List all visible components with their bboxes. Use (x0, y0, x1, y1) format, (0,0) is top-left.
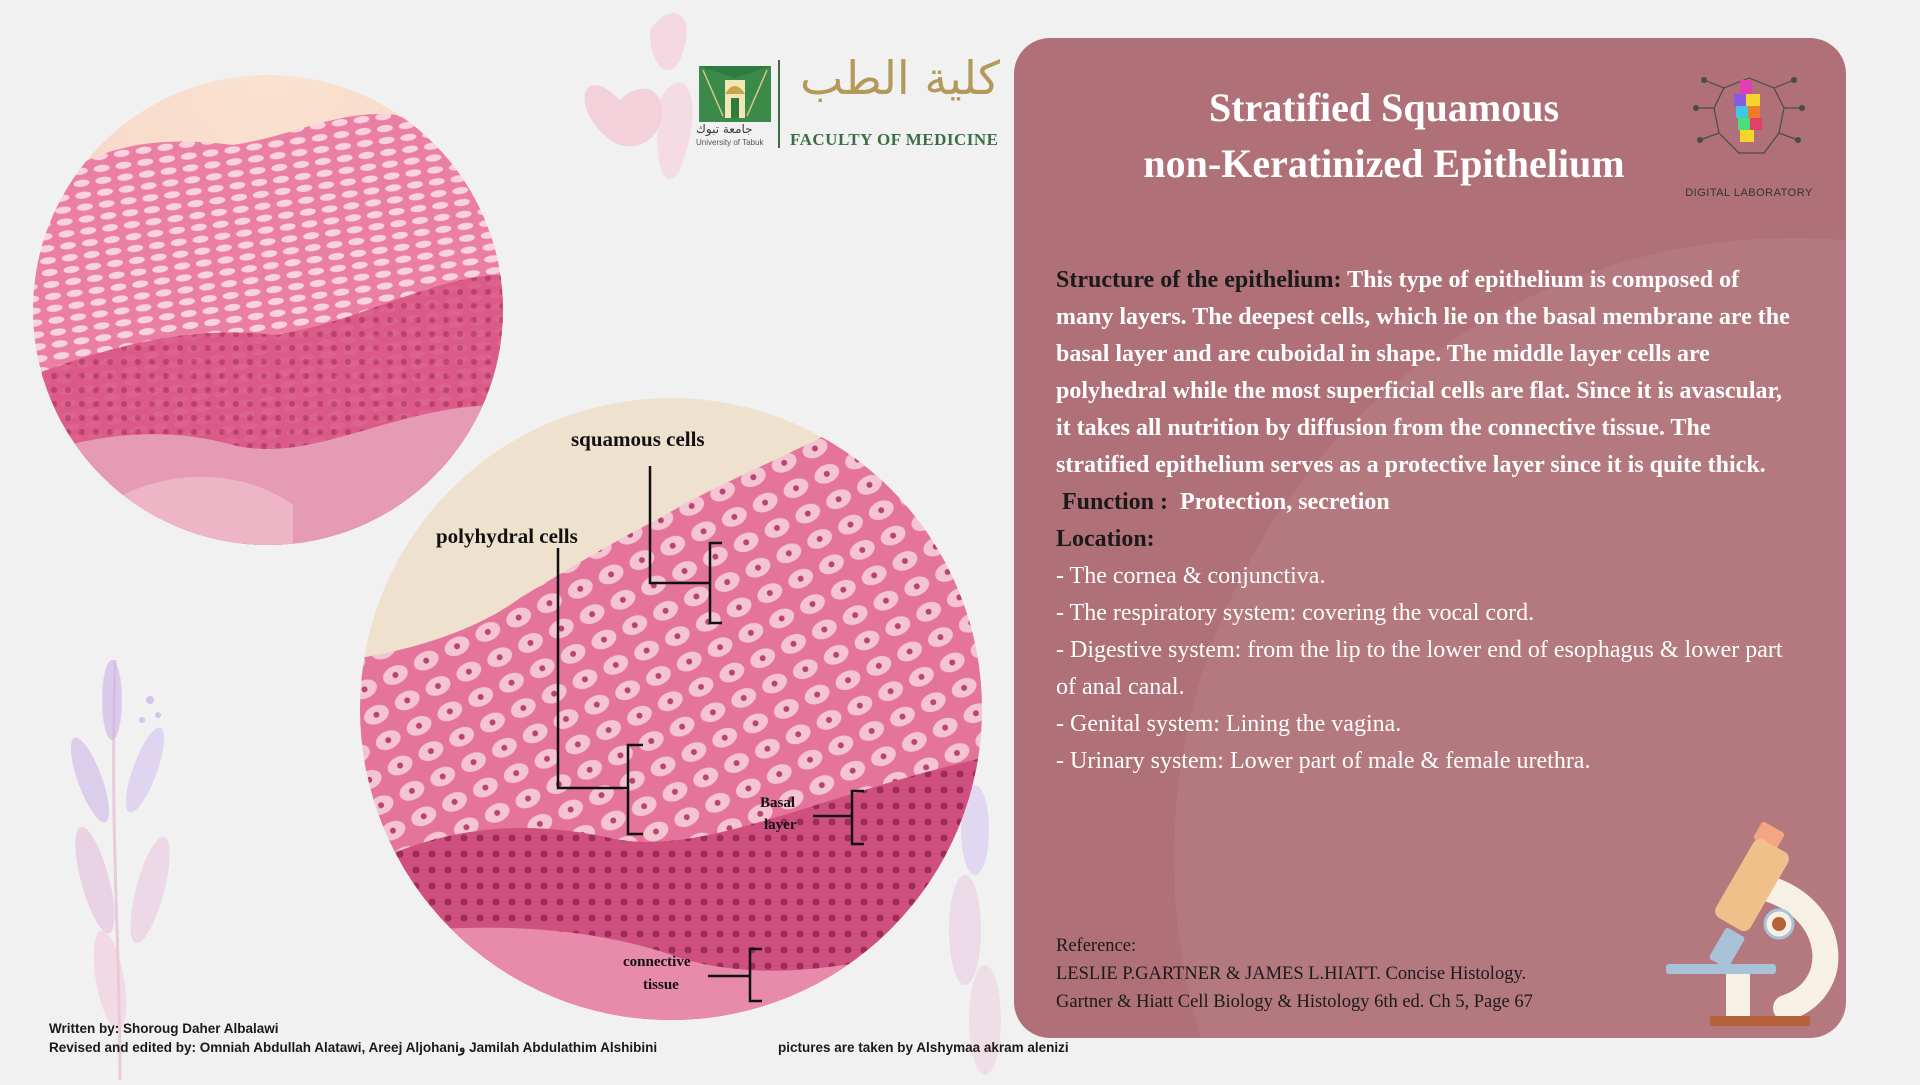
decorative-lavender-right (930, 780, 1020, 1080)
decorative-lavender-left (50, 640, 190, 1081)
location-item: - Genital system: Lining the vagina. (1056, 711, 1402, 737)
location-item: - The cornea & conjunctiva. (1056, 563, 1326, 589)
function-heading: Function : (1062, 489, 1169, 515)
label-basal-layer-line1: Basal (760, 795, 796, 811)
reference-item: LESLIE P.GARTNER & JAMES L.HIATT. Concis… (1056, 964, 1527, 984)
credit-pictures-by: pictures are taken by Alshymaa akram ale… (778, 1040, 1069, 1055)
university-logo (697, 58, 773, 148)
faculty-name-english: FACULTY OF MEDICINE (790, 130, 999, 149)
function-text: Protection, secretion (1180, 489, 1390, 515)
title-line-1: Stratified Squamous (1208, 85, 1560, 130)
page-title: Stratified Squamous non-Keratinized Epit… (1074, 80, 1694, 192)
info-panel: Stratified Squamous non-Keratinized Epit… (1014, 38, 1846, 1038)
location-heading: Location: (1056, 526, 1155, 552)
label-basal-layer-line2: layer (764, 817, 797, 833)
structure-paragraph: Structure of the epithelium: This type o… (1056, 262, 1796, 484)
location-item: - Digestive system: from the lip to the … (1056, 637, 1783, 700)
digital-laboratory-logo: DIGITAL LABORATORY (1684, 68, 1814, 199)
university-name-english: University of Tabuk (696, 138, 764, 147)
microscope-icon (1666, 818, 1846, 1028)
university-name-arabic: جامعة تبوك (696, 122, 753, 136)
location-item: - Urinary system: Lower part of male & f… (1056, 748, 1591, 774)
credit-revised-by: Revised and edited by: Omniah Abdullah A… (49, 1040, 658, 1055)
function-line: Function : Protection, secretion (1056, 484, 1796, 521)
reference-section: Reference: LESLIE P.GARTNER & JAMES L.HI… (1056, 932, 1533, 1016)
reference-item: Gartner & Hiatt Cell Biology & Histology… (1056, 992, 1533, 1012)
micrograph-epithelium-high-power (360, 398, 982, 1020)
structure-text: This type of epithelium is composed of m… (1056, 267, 1790, 478)
decorative-flower-top (560, 0, 720, 220)
digital-laboratory-logo-text: DIGITAL LABORATORY (1685, 187, 1813, 199)
faculty-name-arabic: كلية الطب (800, 51, 1000, 105)
panel-decorative-arc (1174, 238, 1846, 1038)
label-connective-tissue-line2: tissue (643, 977, 679, 993)
content-body: Structure of the epithelium: This type o… (1056, 262, 1796, 780)
title-line-2: non-Keratinized Epithelium (1143, 141, 1625, 186)
location-item: - The respiratory system: covering the v… (1056, 600, 1535, 626)
reference-heading: Reference: (1056, 936, 1137, 956)
label-polyhydral-cells: polyhydral cells (436, 524, 578, 548)
structure-heading: Structure of the epithelium: (1056, 267, 1342, 293)
micrograph-epithelium-low-power (33, 75, 503, 545)
label-squamous-cells: squamous cells (571, 427, 705, 451)
logo-divider (778, 60, 780, 148)
label-connective-tissue-line1: connective (623, 954, 691, 970)
location-list: - The cornea & conjunctiva. - The respir… (1056, 558, 1796, 780)
credit-written-by: Written by: Shoroug Daher Albalawi (49, 1021, 279, 1036)
